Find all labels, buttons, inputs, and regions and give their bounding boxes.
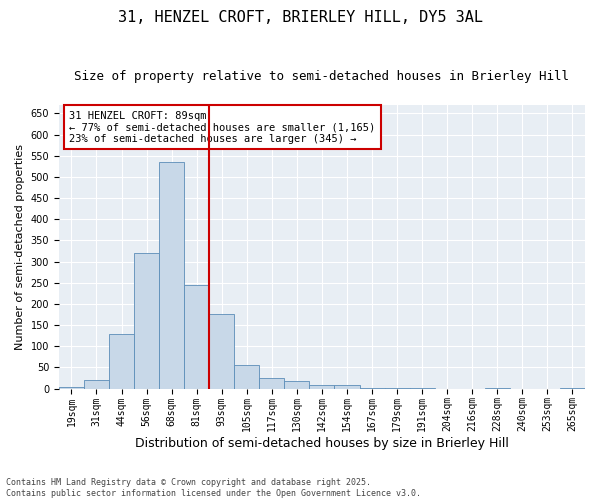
Bar <box>259 378 284 388</box>
Y-axis label: Number of semi-detached properties: Number of semi-detached properties <box>15 144 25 350</box>
Bar <box>134 253 159 388</box>
X-axis label: Distribution of semi-detached houses by size in Brierley Hill: Distribution of semi-detached houses by … <box>135 437 509 450</box>
Text: Contains HM Land Registry data © Crown copyright and database right 2025.
Contai: Contains HM Land Registry data © Crown c… <box>6 478 421 498</box>
Bar <box>284 381 310 388</box>
Text: 31, HENZEL CROFT, BRIERLEY HILL, DY5 3AL: 31, HENZEL CROFT, BRIERLEY HILL, DY5 3AL <box>118 10 482 25</box>
Title: Size of property relative to semi-detached houses in Brierley Hill: Size of property relative to semi-detach… <box>74 70 569 83</box>
Bar <box>234 366 259 388</box>
Text: 31 HENZEL CROFT: 89sqm
← 77% of semi-detached houses are smaller (1,165)
23% of : 31 HENZEL CROFT: 89sqm ← 77% of semi-det… <box>70 110 376 144</box>
Bar <box>310 384 334 388</box>
Bar <box>334 385 359 388</box>
Bar <box>184 285 209 389</box>
Bar <box>159 162 184 388</box>
Bar <box>109 334 134 388</box>
Bar <box>84 380 109 388</box>
Bar <box>209 314 234 388</box>
